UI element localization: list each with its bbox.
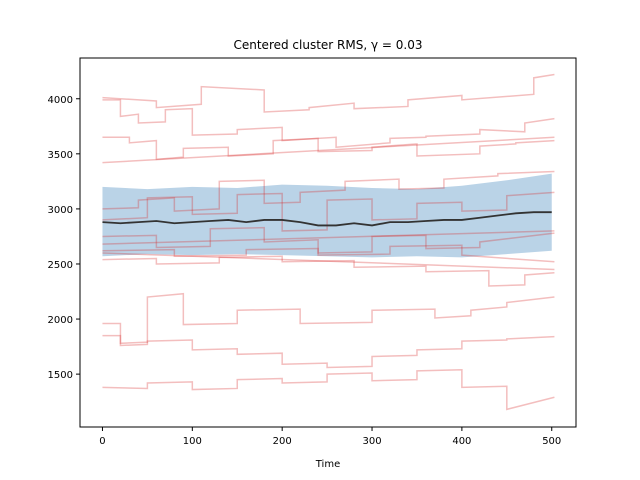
series-line-2	[102, 99, 555, 149]
y-tick-label: 3000	[48, 205, 73, 216]
x-tick-label: 500	[542, 436, 561, 447]
plot-area	[102, 73, 555, 411]
x-tick-label: 100	[183, 436, 202, 447]
series-line-7	[102, 226, 555, 254]
chart-title: Centered cluster RMS, γ = 0.03	[233, 38, 422, 52]
series-line-1	[102, 73, 555, 113]
y-axis: 1500 2000 2500 3000 3500 4000	[48, 95, 80, 381]
x-tick-label: 300	[362, 436, 381, 447]
series-line-5	[102, 170, 555, 212]
y-tick-label: 3500	[48, 150, 73, 161]
axes-frame	[79, 57, 577, 428]
series-line-8	[102, 244, 555, 263]
series-line-4	[102, 136, 555, 164]
uncertainty-band	[102, 173, 552, 258]
series-line-3	[102, 136, 555, 161]
series-line-12	[102, 292, 555, 345]
series-line-6	[102, 191, 555, 232]
series-line-13	[102, 334, 555, 369]
mean-line	[102, 211, 552, 227]
series-line-9	[102, 230, 555, 245]
y-tick-label: 2500	[48, 260, 73, 271]
x-axis: 0 100 200 300 400 500	[99, 427, 561, 447]
series-line-10	[102, 252, 555, 271]
x-axis-label: Time	[315, 459, 340, 470]
x-tick-label: 0	[99, 436, 105, 447]
y-tick-label: 4000	[48, 95, 73, 106]
y-tick-label: 2000	[48, 315, 73, 326]
x-tick-label: 200	[273, 436, 292, 447]
x-tick-label: 400	[452, 436, 471, 447]
series-line-11	[102, 255, 555, 287]
series-line-14	[102, 368, 555, 411]
y-tick-label: 1500	[48, 370, 73, 381]
